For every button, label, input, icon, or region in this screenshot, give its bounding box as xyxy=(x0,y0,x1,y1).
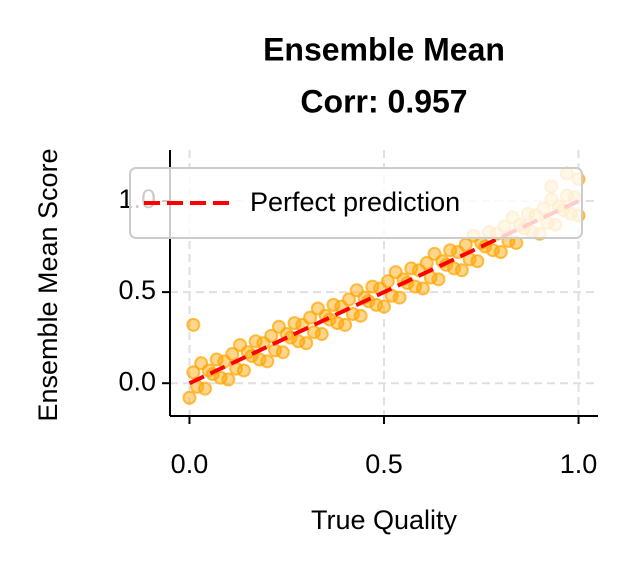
scatter-point xyxy=(493,245,508,260)
scatter-point xyxy=(299,336,314,351)
chart-subtitle: Corr: 0.957 xyxy=(300,83,467,119)
legend: Perfect prediction xyxy=(129,167,583,239)
scatter-point xyxy=(470,254,485,269)
scatter-point xyxy=(225,347,240,362)
scatter-point xyxy=(353,308,368,323)
scatter-point xyxy=(260,354,275,369)
scatter-point xyxy=(236,363,251,378)
x-tick-label: 1.0 xyxy=(560,449,598,479)
scatter-point xyxy=(419,255,434,270)
scatter-point xyxy=(341,292,356,307)
x-tick-label: 0.0 xyxy=(171,449,209,479)
x-tick-label: 0.5 xyxy=(365,449,403,479)
scatter-point xyxy=(182,390,197,405)
scatter-point xyxy=(198,381,213,396)
scatter-point xyxy=(264,328,279,343)
y-tick-label: 0.0 xyxy=(118,366,156,396)
scatter-point xyxy=(377,299,391,314)
legend-box xyxy=(129,167,583,239)
scatter-point xyxy=(275,345,290,360)
legend-label: Perfect prediction xyxy=(250,187,460,217)
y-axis-label: Ensemble Mean Score xyxy=(33,148,63,421)
scatter-point xyxy=(454,263,469,278)
y-tick-label: 0.5 xyxy=(118,275,156,305)
scatter-point xyxy=(338,317,353,332)
scatter-point xyxy=(380,274,395,289)
chart-title: Ensemble Mean xyxy=(263,31,505,67)
scatter-point xyxy=(186,317,201,332)
scatter-point xyxy=(303,310,318,325)
scatter-point xyxy=(431,272,446,287)
scatter-point xyxy=(392,290,407,305)
scatter-point xyxy=(314,327,329,342)
scatter-point xyxy=(186,365,201,380)
x-axis-label: True Quality xyxy=(311,505,458,535)
scatter-point xyxy=(415,281,430,296)
scatter-point xyxy=(221,372,236,387)
